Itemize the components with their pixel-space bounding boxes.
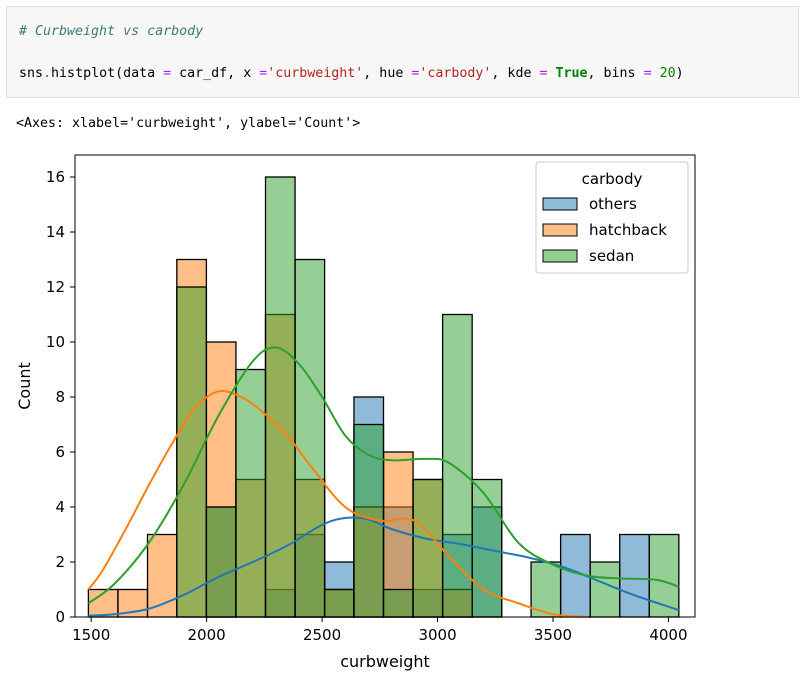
code-token: car_df, x — [171, 66, 260, 81]
y-tick-label: 6 — [55, 443, 65, 461]
y-axis-label: Count — [15, 362, 34, 410]
y-tick-label: 10 — [46, 333, 65, 351]
legend-label-hatchback: hatchback — [589, 221, 667, 239]
y-tick-label: 2 — [55, 553, 65, 571]
legend-label-sedan: sedan — [589, 247, 634, 265]
legend-title: carbody — [582, 170, 643, 188]
code-token: 20 — [651, 66, 676, 81]
histogram-bar-sedan — [441, 313, 473, 618]
code-token: . — [43, 66, 52, 81]
code-line: sns.histplot(data = car_df, x ='curbweig… — [19, 66, 684, 81]
x-tick-label: 4000 — [649, 626, 687, 644]
legend-swatch-others — [542, 197, 578, 211]
x-tick-label: 2500 — [303, 626, 341, 644]
code-token: , bins — [587, 66, 644, 81]
histogram-bar-sedan — [323, 588, 355, 618]
histogram-bar-sedan — [412, 478, 444, 618]
code-token: ) — [675, 66, 684, 81]
y-tick-label: 14 — [46, 223, 65, 241]
y-tick-label: 4 — [55, 498, 65, 516]
kde-line-hatchback — [87, 390, 588, 618]
code-token: , kde — [491, 66, 540, 81]
axes-frame — [74, 154, 696, 618]
code-cell[interactable]: # Curbweight vs carbody sns.histplot(dat… — [6, 6, 799, 98]
x-tick-label: 1500 — [72, 626, 110, 644]
code-token: True — [547, 66, 588, 81]
code-token: = — [163, 66, 172, 81]
legend-box — [535, 161, 689, 274]
y-tick-label: 16 — [46, 168, 65, 186]
histogram-bar-sedan — [235, 368, 267, 618]
code-token: = — [411, 66, 420, 81]
y-tick-label: 0 — [55, 608, 65, 626]
legend-swatch-sedan — [542, 249, 578, 263]
x-tick-label: 2000 — [188, 626, 226, 644]
code-token: = — [643, 66, 652, 81]
x-axis-label: curbweight — [340, 652, 430, 671]
code-comment: # Curbweight vs carbody — [19, 24, 204, 39]
legend-swatch-hatchback — [542, 223, 578, 237]
code-token: = — [539, 66, 548, 81]
x-tick-label: 3000 — [418, 626, 456, 644]
code-token: 'curbweight' — [267, 66, 364, 81]
kde-line-sedan — [87, 346, 680, 605]
kde-line-others — [88, 516, 680, 617]
code-token: , hue — [363, 66, 412, 81]
histogram-bar-sedan — [176, 286, 208, 618]
x-tick-label: 3500 — [534, 626, 572, 644]
histogram-bar-sedan — [205, 506, 237, 618]
legend-label-others: others — [589, 195, 637, 213]
histogram-bar-sedan — [648, 533, 680, 618]
code-token: 'carbody' — [419, 66, 492, 81]
code-token: histplot(data — [51, 66, 164, 81]
code-token: sns — [19, 66, 44, 81]
cell-output-text: <Axes: xlabel='curbweight', ylabel='Coun… — [16, 116, 361, 131]
histogram-bar-sedan — [589, 561, 621, 618]
histogram-bar-sedan — [294, 258, 326, 618]
histogram-bar-sedan — [382, 588, 414, 618]
histogram-bar-others — [619, 533, 650, 618]
histogram-bar-sedan — [264, 176, 296, 618]
y-tick-label: 8 — [55, 388, 65, 406]
code-token: = — [259, 66, 268, 81]
y-tick-label: 12 — [46, 278, 65, 296]
